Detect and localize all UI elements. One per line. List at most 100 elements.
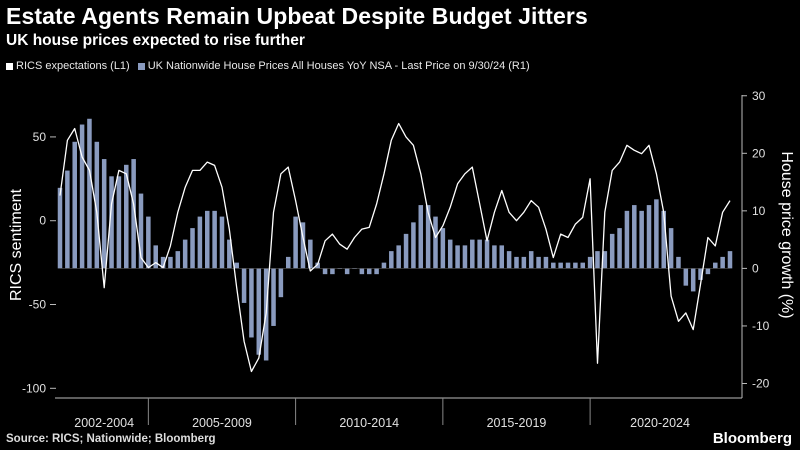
bar-11: [138, 193, 144, 269]
bar-24: [234, 262, 239, 269]
bar-40: [352, 268, 357, 269]
legend-item-nationwide: UK Nationwide House Prices All Houses Yo…: [137, 60, 530, 72]
bar-91: [727, 251, 733, 269]
bar-74: [602, 251, 608, 269]
bar-46: [396, 245, 401, 269]
bar-52: [440, 228, 446, 269]
bar-3: [79, 124, 85, 269]
bar-49: [418, 205, 424, 269]
bar-6: [101, 159, 107, 269]
bar-4: [87, 118, 92, 269]
bar-series: [57, 118, 733, 361]
left-axis-label: RICS sentiment: [8, 188, 25, 301]
bar-23: [227, 239, 232, 269]
bar-67: [551, 262, 556, 269]
bar-36: [322, 268, 328, 275]
bar-7: [109, 176, 114, 269]
x-period-label-4: 2020-2024: [630, 416, 690, 430]
legend-swatch-rics: [6, 62, 13, 70]
bar-65: [536, 256, 541, 269]
x-period-label-0: 2002-2004: [74, 416, 134, 430]
bar-45: [389, 251, 394, 269]
right-tick-label-0: 30: [752, 89, 766, 103]
bar-55: [462, 245, 468, 269]
bar-17: [182, 239, 188, 269]
bar-80: [646, 205, 652, 269]
bar-35: [315, 262, 320, 269]
left-tick-label-1: 0: [39, 214, 46, 228]
bar-2: [72, 141, 77, 269]
bar-41: [359, 268, 365, 275]
bar-20: [205, 210, 210, 269]
right-tick-label-1: 20: [752, 146, 766, 160]
bar-32: [293, 216, 298, 269]
bar-76: [617, 228, 622, 269]
right-axis: 30 20 10 0 -10 -20: [741, 89, 770, 398]
bar-37: [330, 268, 335, 275]
bar-77: [624, 210, 630, 269]
bar-29: [271, 268, 276, 326]
bar-47: [403, 233, 409, 269]
bar-10: [131, 159, 136, 269]
right-tick-label-5: -20: [752, 376, 770, 390]
bar-8: [116, 176, 122, 269]
bar-70: [573, 262, 578, 269]
x-axis: 2002-2004 2005-2009 2010-2014 2015-2019 2020…: [55, 397, 742, 430]
bar-57: [477, 239, 482, 269]
legend: RICS expectations (L1) UK Nationwide Hou…: [6, 60, 538, 72]
bar-44: [381, 262, 387, 269]
line-series: [59, 122, 731, 373]
chart-subtitle: UK house prices expected to rise further: [6, 32, 305, 49]
bar-1: [65, 170, 70, 269]
bar-22: [219, 216, 225, 269]
bar-62: [514, 256, 519, 269]
bar-15: [168, 256, 173, 269]
bar-59: [492, 245, 497, 269]
right-tick-label-4: -10: [752, 319, 770, 333]
bar-16: [175, 251, 181, 269]
bar-83: [668, 228, 674, 269]
bar-90: [720, 256, 725, 269]
chart-title: Estate Agents Remain Upbeat Despite Budg…: [6, 3, 588, 29]
bar-84: [676, 256, 681, 269]
bar-53: [447, 239, 453, 269]
bar-72: [587, 256, 593, 269]
bar-64: [528, 251, 534, 269]
bar-5: [94, 141, 100, 269]
bar-42: [366, 268, 372, 275]
bar-19: [197, 216, 203, 269]
bar-34: [308, 239, 313, 269]
right-tick-label-2: 10: [752, 204, 766, 218]
bar-50: [425, 205, 431, 269]
x-period-label-2: 2010-2014: [339, 416, 399, 430]
bar-60: [499, 245, 505, 269]
bar-26: [249, 268, 254, 338]
bar-89: [713, 262, 718, 269]
bar-68: [558, 262, 563, 269]
left-tick-label-2: -50: [29, 298, 47, 312]
bar-81: [654, 199, 659, 269]
bar-79: [639, 210, 644, 269]
bar-71: [580, 262, 586, 269]
bar-78: [632, 205, 637, 269]
legend-swatch-nationwide: [137, 62, 145, 70]
bar-69: [565, 262, 571, 269]
source-note: Source: RICS; Nationwide; Bloomberg: [6, 433, 216, 445]
left-tick-label-3: -100: [22, 381, 46, 395]
bar-61: [506, 251, 512, 269]
bar-56: [470, 239, 475, 269]
bar-66: [543, 256, 549, 269]
rics-line: [59, 122, 731, 373]
bar-33: [300, 222, 306, 269]
bar-21: [212, 210, 217, 269]
bar-14: [160, 256, 166, 269]
bar-27: [256, 268, 262, 355]
x-period-label-3: 2015-2019: [487, 416, 547, 430]
bar-86: [690, 268, 696, 292]
bar-12: [146, 216, 151, 269]
bar-85: [683, 268, 689, 286]
bar-38: [337, 268, 343, 269]
legend-label-nationwide: UK Nationwide House Prices All Houses Yo…: [147, 60, 530, 72]
bar-30: [278, 268, 284, 298]
bar-0: [57, 187, 63, 269]
